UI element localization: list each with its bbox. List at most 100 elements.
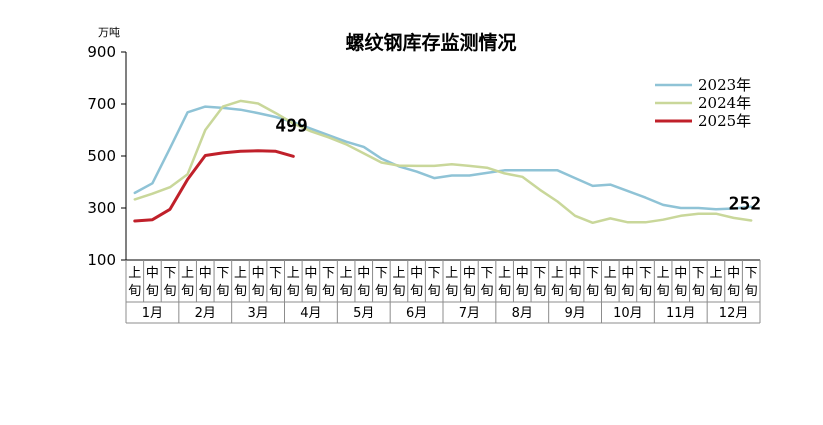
x-tick-label-char: 旬 [533,284,546,299]
y-tick-label: 700 [87,95,116,113]
x-tick-label-char: 旬 [304,284,317,299]
x-tick-label-char: 上 [181,266,194,281]
x-tick-label-char: 中 [199,266,212,281]
x-tick-label-char: 旬 [692,284,705,299]
x-tick-label-char: 上 [128,266,141,281]
y-axis-unit: 万吨 [98,26,120,39]
plot-area: 100300500700900上旬中旬下旬上旬中旬下旬上旬中旬下旬上旬中旬下旬上… [87,43,762,324]
x-tick-label-char: 中 [516,266,529,281]
x-tick-label-char: 旬 [727,284,740,299]
month-label: 11月 [666,306,696,321]
x-tick-label-char: 中 [727,266,740,281]
x-tick-label-char: 中 [252,266,265,281]
x-tick-label-char: 旬 [604,284,617,299]
x-tick-label-char: 旬 [569,284,582,299]
x-tick-label-char: 旬 [128,284,141,299]
x-tick-label-char: 旬 [463,284,476,299]
x-tick-label-char: 旬 [234,284,247,299]
x-tick-label-char: 下 [533,266,546,281]
x-tick-label-char: 旬 [322,284,335,299]
month-label: 7月 [459,306,480,321]
x-tick-label-char: 中 [621,266,634,281]
x-tick-label-char: 旬 [621,284,634,299]
x-tick-label-char: 上 [234,266,247,281]
y-tick-label: 100 [87,251,116,269]
x-tick-label-char: 上 [709,266,722,281]
month-label: 3月 [247,306,268,321]
x-tick-label-char: 旬 [357,284,370,299]
x-tick-label-char: 旬 [674,284,687,299]
x-tick-label-char: 上 [445,266,458,281]
x-tick-label-char: 上 [604,266,617,281]
x-tick-label-char: 下 [269,266,282,281]
chart-title: 螺纹钢库存监测情况 [345,31,516,54]
month-label: 1月 [142,306,163,321]
x-tick-label-char: 上 [657,266,670,281]
x-tick-label-char: 中 [357,266,370,281]
x-tick-label-char: 上 [498,266,511,281]
legend-label: 2024年 [698,94,751,112]
x-tick-label-char: 上 [340,266,353,281]
x-tick-label-char: 旬 [287,284,300,299]
data-label-annotation: 252 [729,193,762,214]
month-label: 9月 [564,306,585,321]
series-line-1 [133,105,753,211]
x-tick-label-char: 旬 [498,284,511,299]
month-label: 8月 [512,306,533,321]
x-tick-label-char: 下 [745,266,758,281]
x-tick-label-char: 旬 [639,284,652,299]
y-tick-label: 900 [87,43,116,61]
x-tick-label-char: 中 [569,266,582,281]
x-tick-label-char: 下 [216,266,229,281]
x-tick-label-char: 旬 [745,284,758,299]
x-tick-label-char: 下 [586,266,599,281]
x-tick-label-char: 旬 [146,284,159,299]
x-tick-label-char: 旬 [392,284,405,299]
x-tick-label-char: 旬 [481,284,494,299]
x-tick-label-char: 旬 [551,284,564,299]
x-tick-label-char: 下 [692,266,705,281]
x-tick-label-char: 中 [674,266,687,281]
x-tick-label-char: 旬 [340,284,353,299]
x-tick-label-char: 旬 [199,284,212,299]
x-tick-label-char: 旬 [375,284,388,299]
x-tick-label-char: 上 [392,266,405,281]
x-tick-label-char: 旬 [164,284,177,299]
x-tick-label-char: 旬 [657,284,670,299]
y-tick-label: 300 [87,199,116,217]
x-tick-label-char: 下 [375,266,388,281]
month-label: 5月 [353,306,374,321]
x-tick-label-char: 旬 [586,284,599,299]
x-tick-label-char: 下 [481,266,494,281]
x-tick-label-char: 上 [551,266,564,281]
x-tick-label-char: 旬 [181,284,194,299]
month-label: 2月 [195,306,216,321]
y-tick-label: 500 [87,147,116,165]
series-line-2 [133,99,753,225]
month-label: 10月 [613,306,643,321]
legend-label: 2023年 [698,76,751,94]
x-tick-label-char: 旬 [410,284,423,299]
legend-label: 2025年 [698,112,751,130]
x-tick-label-char: 旬 [216,284,229,299]
x-tick-label-char: 上 [287,266,300,281]
x-tick-label-char: 旬 [269,284,282,299]
x-tick-label-char: 旬 [445,284,458,299]
month-label: 4月 [300,306,321,321]
x-tick-label-char: 中 [304,266,317,281]
x-tick-label-char: 下 [164,266,177,281]
month-label: 6月 [406,306,427,321]
x-tick-label-char: 中 [146,266,159,281]
x-tick-label-char: 旬 [516,284,529,299]
month-label: 12月 [719,306,749,321]
data-label-annotation: 499 [275,115,308,136]
x-tick-label-char: 中 [463,266,476,281]
x-tick-label-char: 旬 [252,284,265,299]
x-tick-label-char: 旬 [428,284,441,299]
x-tick-label-char: 下 [639,266,652,281]
x-tick-label-char: 下 [322,266,335,281]
x-tick-label-char: 中 [410,266,423,281]
series-line-3 [133,149,295,223]
